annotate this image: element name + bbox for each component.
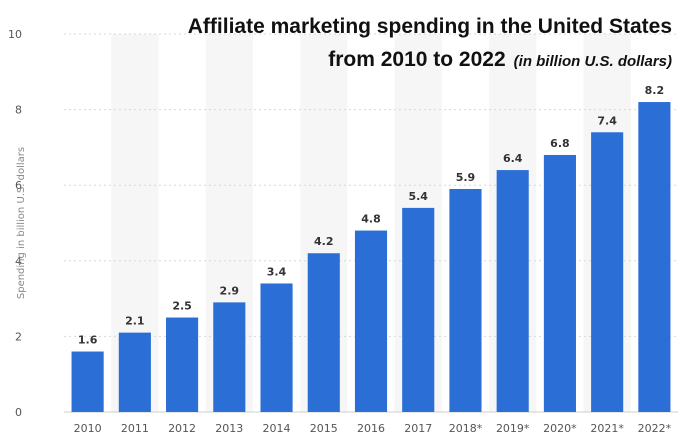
chart-title-line1: Affiliate marketing spending in the Unit… — [188, 15, 672, 38]
bar-value-label: 1.6 — [78, 334, 98, 347]
bar-value-label: 7.4 — [597, 114, 617, 127]
bar — [307, 253, 340, 412]
bar-value-label: 5.9 — [456, 171, 476, 184]
chart-title-unit-note: (in billion U.S. dollars) — [514, 53, 672, 70]
bar — [166, 317, 199, 412]
bar — [449, 188, 482, 412]
bar — [213, 302, 246, 412]
x-tick-label: 2013 — [215, 422, 243, 435]
bar-value-label: 6.4 — [503, 152, 523, 165]
data-labels: 1.6 2.1 2.5 2.9 3.4 4.2 4.8 5.4 5.9 6.4 6.8 7.4 8.2 — [78, 84, 664, 346]
x-tick-label: 2014 — [263, 422, 291, 435]
x-tick-label: 2018* — [449, 422, 483, 435]
x-tick-label: 2019* — [496, 422, 530, 435]
bar-series — [71, 102, 671, 412]
y-axis-ticks: 0 2 4 6 8 10 — [8, 28, 22, 419]
y-tick-label: 6 — [15, 179, 22, 192]
bar — [71, 351, 104, 412]
x-tick-label: 2011 — [121, 422, 149, 435]
bar-value-label: 2.9 — [220, 284, 240, 297]
bar — [591, 132, 624, 412]
y-tick-label: 8 — [15, 104, 22, 117]
y-tick-label: 10 — [8, 28, 22, 41]
bar — [260, 283, 293, 412]
x-tick-label: 2015 — [310, 422, 338, 435]
x-tick-label: 2021* — [590, 422, 624, 435]
y-tick-label: 0 — [15, 406, 22, 419]
chart-title-line2: from 2010 to 2022 (in billion U.S. dollar… — [328, 48, 672, 71]
bar — [496, 170, 529, 412]
x-tick-label: 2010 — [74, 422, 102, 435]
x-tick-label: 2020* — [543, 422, 577, 435]
bar — [402, 207, 435, 412]
y-tick-label: 2 — [15, 330, 22, 343]
bar-value-label: 5.4 — [408, 190, 428, 203]
x-tick-label: 2022* — [638, 422, 672, 435]
bar — [118, 332, 151, 412]
bar-value-label: 2.1 — [125, 315, 145, 328]
chart-title-line2-main: from 2010 to 2022 — [328, 48, 505, 71]
bar-value-label: 3.4 — [267, 265, 287, 278]
bar-value-label: 2.5 — [172, 300, 192, 313]
bar-value-label: 8.2 — [645, 84, 665, 97]
bar-value-label: 4.8 — [361, 213, 381, 226]
bar — [354, 230, 388, 412]
x-axis-ticks: 2010 2011 2012 2013 2014 2015 2016 2017 2018* 201… — [74, 422, 672, 435]
x-tick-label: 2016 — [357, 422, 385, 435]
x-tick-label: 2012 — [168, 422, 196, 435]
y-tick-label: 4 — [15, 255, 22, 268]
x-tick-label: 2017 — [404, 422, 432, 435]
bar-value-label: 6.8 — [550, 137, 570, 150]
bar — [543, 154, 576, 412]
y-axis-label: Spending in billion U.S. dollars — [16, 147, 27, 299]
bar-value-label: 4.2 — [314, 235, 334, 248]
bar — [638, 102, 671, 412]
